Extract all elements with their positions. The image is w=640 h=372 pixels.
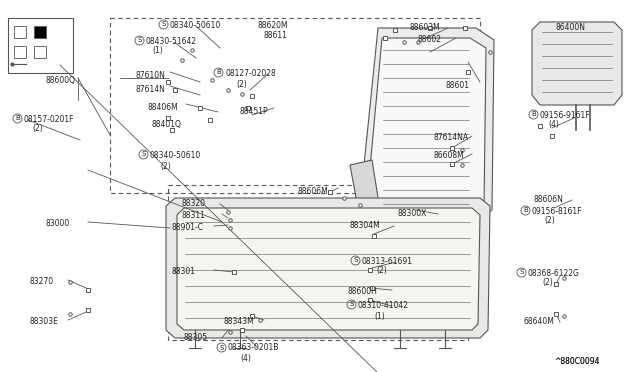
- Text: 09156-8161F: 09156-8161F: [532, 206, 582, 215]
- Text: 08368-6122G: 08368-6122G: [528, 269, 580, 278]
- Text: 88901-C: 88901-C: [172, 224, 204, 232]
- Text: 83270: 83270: [30, 276, 54, 285]
- Text: 87614N: 87614N: [136, 84, 166, 93]
- Polygon shape: [166, 198, 490, 338]
- Text: 88606N: 88606N: [534, 195, 564, 203]
- Text: (2): (2): [376, 266, 387, 276]
- Text: 87610N: 87610N: [136, 71, 166, 80]
- Text: 88304M: 88304M: [350, 221, 381, 230]
- Text: 88303E: 88303E: [30, 317, 59, 326]
- Text: S: S: [353, 257, 358, 263]
- Text: 83000: 83000: [46, 218, 70, 228]
- Text: 08313-61691: 08313-61691: [362, 257, 413, 266]
- Polygon shape: [532, 22, 622, 105]
- Text: B: B: [523, 208, 528, 214]
- Text: (1): (1): [152, 46, 163, 55]
- Text: S: S: [519, 269, 524, 276]
- Text: 88301: 88301: [172, 266, 196, 276]
- Bar: [14, 26, 26, 38]
- Text: 88401Q: 88401Q: [152, 121, 182, 129]
- Bar: [34, 26, 46, 38]
- Text: B: B: [531, 112, 536, 118]
- Text: S: S: [220, 344, 224, 350]
- Polygon shape: [350, 160, 380, 210]
- Text: 88601: 88601: [446, 80, 470, 90]
- Text: B: B: [216, 70, 221, 76]
- Text: S: S: [161, 22, 166, 28]
- Text: 08340-50610: 08340-50610: [150, 151, 201, 160]
- Text: 88451P: 88451P: [240, 106, 269, 115]
- Text: (2): (2): [544, 217, 555, 225]
- Text: (2): (2): [236, 80, 247, 89]
- Text: 09156-9161F: 09156-9161F: [540, 110, 591, 119]
- Bar: [34, 46, 46, 58]
- Bar: [168, 185, 468, 340]
- Text: 88305: 88305: [183, 333, 207, 341]
- Text: (2): (2): [160, 161, 171, 170]
- Text: (4): (4): [548, 121, 559, 129]
- Text: 87614NA: 87614NA: [434, 132, 469, 141]
- Text: 88300X: 88300X: [398, 208, 428, 218]
- Text: (1): (1): [374, 311, 385, 321]
- Text: (2): (2): [32, 125, 43, 134]
- Polygon shape: [364, 38, 486, 214]
- Bar: [8, 18, 73, 73]
- Text: ^880C0094: ^880C0094: [554, 357, 600, 366]
- Text: (4): (4): [240, 353, 251, 362]
- Text: B: B: [15, 115, 20, 122]
- Text: 88600H: 88600H: [348, 286, 378, 295]
- Text: 08310-41042: 08310-41042: [358, 301, 409, 310]
- Text: 88606M: 88606M: [298, 186, 329, 196]
- Bar: [110, 18, 480, 193]
- Text: 88311: 88311: [182, 211, 206, 219]
- Text: 08363-0201B: 08363-0201B: [228, 343, 280, 353]
- Text: S: S: [349, 301, 354, 308]
- Text: 86608M: 86608M: [434, 151, 465, 160]
- Bar: [14, 46, 26, 58]
- Text: S: S: [141, 151, 146, 157]
- Text: 88611: 88611: [264, 31, 288, 39]
- Text: 88406M: 88406M: [148, 103, 179, 112]
- Text: 88620M: 88620M: [258, 20, 289, 29]
- Text: 08157-0201F: 08157-0201F: [24, 115, 74, 124]
- Text: 88320: 88320: [182, 199, 206, 208]
- Text: 88602: 88602: [418, 35, 442, 44]
- Text: 08127-02028: 08127-02028: [225, 68, 276, 77]
- Text: 08430-51642: 08430-51642: [146, 36, 197, 45]
- Polygon shape: [358, 28, 494, 220]
- Text: 68640M: 68640M: [524, 317, 555, 326]
- Text: ^880C0094: ^880C0094: [554, 356, 600, 366]
- Text: 88603M: 88603M: [410, 22, 441, 32]
- Text: S: S: [138, 38, 141, 44]
- Text: 08340-50610: 08340-50610: [170, 20, 221, 29]
- Text: 86400N: 86400N: [555, 22, 585, 32]
- Text: 88600Q: 88600Q: [46, 77, 76, 86]
- Polygon shape: [177, 208, 480, 330]
- Text: (2): (2): [542, 279, 553, 288]
- Text: 88343M: 88343M: [224, 317, 255, 326]
